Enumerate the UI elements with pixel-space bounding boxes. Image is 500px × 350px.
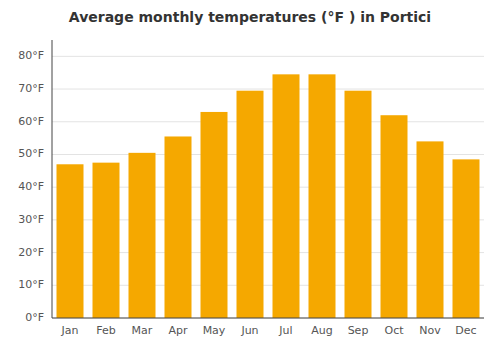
grid-line — [52, 121, 484, 122]
y-tick-label: 80°F — [18, 49, 44, 62]
y-tick-label: 10°F — [18, 278, 44, 291]
y-tick-label: 0°F — [25, 311, 44, 324]
x-tick-label: May — [203, 324, 226, 337]
y-tick-label: 70°F — [18, 82, 44, 95]
bar — [273, 74, 300, 318]
x-tick-label: Sep — [348, 324, 369, 337]
y-tick-label: 40°F — [18, 180, 44, 193]
y-tick-label: 60°F — [18, 115, 44, 128]
x-tick-label: Dec — [455, 324, 476, 337]
x-tick-label: Nov — [419, 324, 441, 337]
bars — [57, 74, 480, 318]
bar — [129, 153, 156, 318]
x-axis-line — [52, 318, 484, 319]
grid — [52, 56, 484, 318]
bar — [381, 115, 408, 318]
grid-line — [52, 89, 484, 90]
x-tick-label: Mar — [132, 324, 153, 337]
x-tick-label: Feb — [96, 324, 115, 337]
grid-line — [52, 318, 484, 319]
grid-line — [52, 56, 484, 57]
y-tick-label: 20°F — [18, 246, 44, 259]
x-tick-label: Oct — [384, 324, 404, 337]
x-tick-label: Apr — [168, 324, 188, 337]
bar — [237, 91, 264, 318]
bar — [309, 74, 336, 318]
y-tick-label: 50°F — [18, 147, 44, 160]
bar — [201, 112, 228, 318]
bar — [417, 141, 444, 318]
chart-svg: 0°F 10°F 20°F 30°F 40°F 50°F 60°F 70°F 80°F Jan Fe… — [0, 0, 500, 350]
y-axis-line — [52, 40, 53, 318]
x-tick-label: Jul — [278, 324, 292, 337]
bar — [57, 164, 84, 318]
x-tick-label: Jan — [61, 324, 79, 337]
y-tick-label: 30°F — [18, 213, 44, 226]
x-tick-label: Aug — [311, 324, 332, 337]
chart-title: Average monthly temperatures (°F ) in Po… — [69, 9, 431, 25]
bar — [345, 91, 372, 318]
bar — [453, 159, 480, 318]
chart-container: 0°F 10°F 20°F 30°F 40°F 50°F 60°F 70°F 80°F Jan Fe… — [0, 0, 500, 350]
bar — [165, 136, 192, 318]
bar — [93, 163, 120, 318]
x-tick-label: Jun — [240, 324, 258, 337]
